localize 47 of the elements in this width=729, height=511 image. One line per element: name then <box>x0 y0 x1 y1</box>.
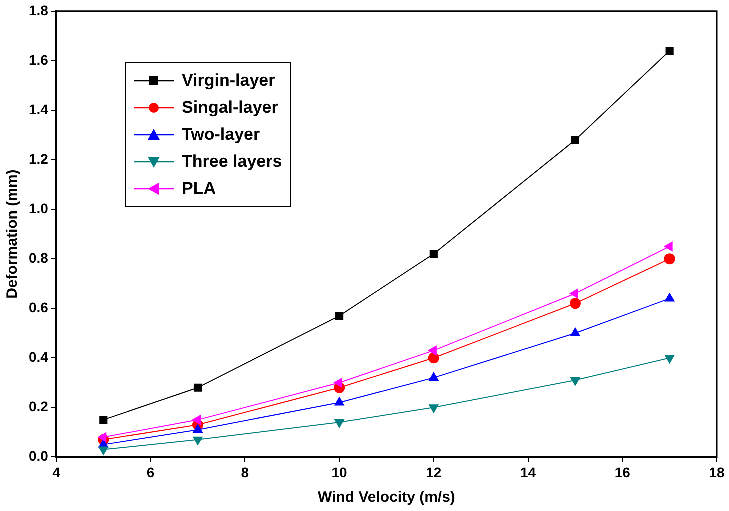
point <box>664 242 673 252</box>
legend-label: Two-layer <box>182 124 260 144</box>
legend-label: Three layers <box>182 152 282 172</box>
y-tick-label: 0.6 <box>28 299 49 316</box>
point <box>666 46 674 56</box>
x-tick-label: 12 <box>426 464 442 480</box>
point <box>664 254 676 265</box>
y-tick-label: 0.0 <box>28 448 49 464</box>
x-tick-label: 6 <box>146 464 155 480</box>
legend-label: Singal-layer <box>182 98 278 118</box>
point <box>664 293 675 302</box>
x-tick-label: 8 <box>241 464 250 480</box>
point <box>193 436 203 446</box>
x-tick-label: 14 <box>520 464 536 480</box>
point <box>98 432 107 442</box>
y-tick-label: 0.2 <box>28 398 49 415</box>
point <box>334 420 344 428</box>
y-tick-label: 1.2 <box>28 150 49 167</box>
legend-label: PLA <box>182 178 216 198</box>
point <box>336 312 344 320</box>
point <box>570 288 578 299</box>
x-tick-label: 10 <box>332 464 348 480</box>
point <box>334 378 343 388</box>
y-tick-label: 1.0 <box>28 200 49 216</box>
point <box>429 404 439 414</box>
point <box>428 352 440 364</box>
point <box>570 298 581 310</box>
x-axis-title: Wind Velocity (m/s) <box>318 489 456 506</box>
x-tick-label: 18 <box>709 464 725 480</box>
point <box>571 136 580 144</box>
point <box>430 250 438 258</box>
point <box>98 446 108 456</box>
y-axis-title: Deformation (mm) <box>4 170 22 299</box>
point <box>664 355 675 364</box>
x-tick-label: 4 <box>52 464 61 480</box>
y-tick-label: 1.6 <box>28 52 49 68</box>
y-tick-label: 1.4 <box>28 101 49 118</box>
point <box>192 415 202 425</box>
point <box>194 384 202 392</box>
point <box>570 377 580 386</box>
y-tick-label: 1.8 <box>28 2 49 18</box>
point <box>428 346 437 356</box>
y-tick-label: 0.8 <box>28 250 49 266</box>
x-tick-label: 16 <box>614 464 631 480</box>
y-tick-label: 0.4 <box>28 348 49 365</box>
legend-label: Virgin-layer <box>182 70 276 90</box>
point <box>100 416 108 424</box>
